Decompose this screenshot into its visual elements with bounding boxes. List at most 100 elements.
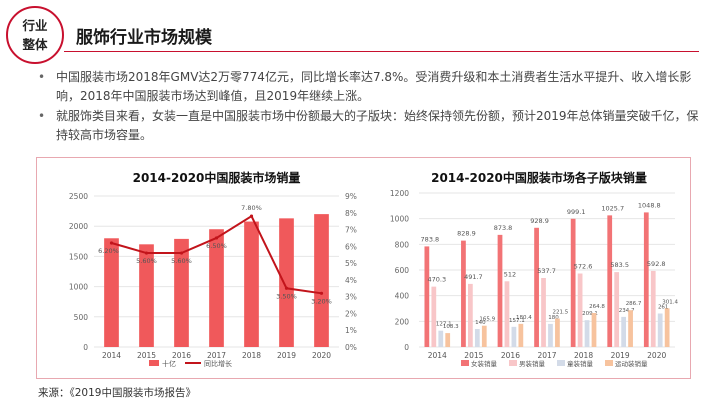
bar-data-label: 873.8 (494, 224, 513, 232)
bar-data-label: 828.9 (457, 230, 476, 238)
bar-data-label: 286.7 (626, 301, 642, 307)
bar-data-label: 127.1 (436, 322, 452, 328)
growth-data-label: 7.80% (241, 204, 262, 212)
growth-point (144, 251, 149, 255)
summary-bullets: • 中国服装市场2018年GMV达2万零774亿元，同比增长率达7.8%。受消费… (38, 68, 706, 146)
y-right-tick-label: 7% (345, 226, 357, 235)
x-tick-label: 2015 (137, 351, 156, 360)
bar-men (541, 277, 546, 347)
x-tick-label: 2016 (172, 351, 191, 360)
y-right-tick-label: 3% (345, 293, 357, 302)
bar-data-label: 583.5 (610, 261, 629, 269)
bar-women (497, 234, 503, 347)
legend-label: 童装销量 (567, 359, 594, 368)
y-tick-label: 800 (395, 240, 410, 249)
legend-swatch (509, 360, 517, 366)
badge-line-1: 行业 (22, 18, 48, 33)
growth-point (109, 241, 114, 245)
y-right-tick-label: 5% (345, 259, 357, 268)
bar-data-label: 108.3 (443, 324, 459, 330)
bar-sports (628, 310, 633, 347)
y-left-tick-label: 2000 (69, 222, 88, 231)
bar-kids (548, 323, 553, 347)
bar-sports (555, 318, 560, 347)
bar-sports (481, 325, 487, 347)
bullet-text: 中国服装市场2018年GMV达2万零774亿元，同比增长率达7.8%。受消费升级… (56, 70, 692, 103)
bar-data-label: 301.4 (662, 299, 678, 305)
bar-men (431, 286, 437, 347)
bar-kids (621, 316, 626, 347)
x-tick-label: 2019 (277, 351, 296, 360)
growth-point (179, 251, 184, 255)
bullet-item: • 中国服装市场2018年GMV达2万零774亿元，同比增长率达7.8%。受消费… (38, 68, 706, 106)
y-right-tick-label: 9% (345, 192, 357, 201)
x-tick-label: 2014 (428, 351, 447, 360)
bullet-dot: • (38, 109, 46, 123)
legend-label: 男装销量 (519, 359, 546, 368)
y-tick-label: 1000 (390, 215, 409, 224)
bar-data-label: 1048.8 (638, 201, 661, 209)
y-tick-label: 400 (395, 292, 410, 301)
x-tick-label: 2014 (102, 351, 121, 360)
bar-kids (511, 326, 517, 347)
growth-data-label: 6.50% (206, 242, 227, 250)
badge-line-2: 整体 (22, 37, 48, 52)
bar-sales (139, 244, 154, 347)
bar-data-label: 234.7 (619, 308, 635, 314)
legend-swatch (557, 360, 565, 366)
x-tick-label: 2019 (611, 351, 630, 360)
segment-sales-chart: 2014-2020中国服装市场各子版块销量 0 200 400 600 800 1000 12… (390, 170, 679, 368)
bar-data-label: 180.4 (516, 315, 532, 321)
y-right-tick-label: 2% (345, 309, 357, 318)
bar-women (643, 212, 649, 347)
bar-women (461, 240, 466, 347)
y-right-tick-label: 4% (345, 276, 357, 285)
bar-women (424, 246, 430, 347)
legend-swatch-bar (149, 360, 159, 366)
growth-point (319, 291, 324, 295)
growth-data-label: 3.20% (311, 297, 332, 305)
growth-point (284, 286, 289, 290)
section-badge: 行业 整体 (6, 6, 64, 64)
x-tick-label: 2020 (312, 351, 331, 360)
title-bar: 服饰行业市场规模 (62, 22, 702, 52)
x-tick-label: 2020 (647, 351, 666, 360)
x-tick-label: 2015 (464, 351, 483, 360)
bar-men (614, 272, 620, 347)
bar-data-label: 491.7 (464, 273, 483, 281)
legend-label: 同比增长 (204, 359, 232, 368)
bar-sales (279, 218, 294, 347)
x-tick-label: 2018 (574, 351, 593, 360)
bar-kids (474, 329, 480, 347)
legend-label: 女装销量 (471, 359, 498, 368)
y-tick-label: 200 (395, 317, 410, 326)
bar-data-label: 180 (548, 315, 559, 321)
legend-swatch (461, 360, 469, 366)
chart-title: 2014-2020中国服装市场销量 (133, 170, 301, 185)
bar-sports (445, 333, 451, 347)
bar-sales (244, 221, 259, 347)
growth-point (214, 236, 219, 240)
growth-data-label: 5.60% (136, 257, 157, 265)
y-left-tick-label: 2500 (69, 192, 88, 201)
chart-title: 2014-2020中国服装市场各子版块销量 (431, 170, 647, 185)
growth-data-label: 5.60% (171, 257, 192, 265)
bar-men (577, 273, 583, 347)
bar-data-label: 264.8 (589, 304, 605, 310)
bar-kids (584, 320, 590, 347)
bar-women (534, 227, 539, 347)
x-tick-label: 2017 (537, 351, 556, 360)
bar-data-label: 512 (504, 270, 516, 278)
bar-sales (174, 238, 189, 347)
bar-data-label: 157.1 (509, 318, 525, 324)
bar-data-label: 261 (658, 305, 669, 311)
bar-sales (314, 214, 329, 347)
bar-data-label: 537.7 (537, 267, 556, 275)
bar-men (650, 270, 656, 347)
title-divider (64, 51, 699, 52)
legend-label: 十亿 (162, 359, 176, 368)
bar-data-label: 221.5 (553, 310, 569, 316)
bullet-dot: • (38, 70, 46, 84)
bar-men (504, 281, 510, 347)
bar-data-label: 209.1 (582, 311, 598, 317)
